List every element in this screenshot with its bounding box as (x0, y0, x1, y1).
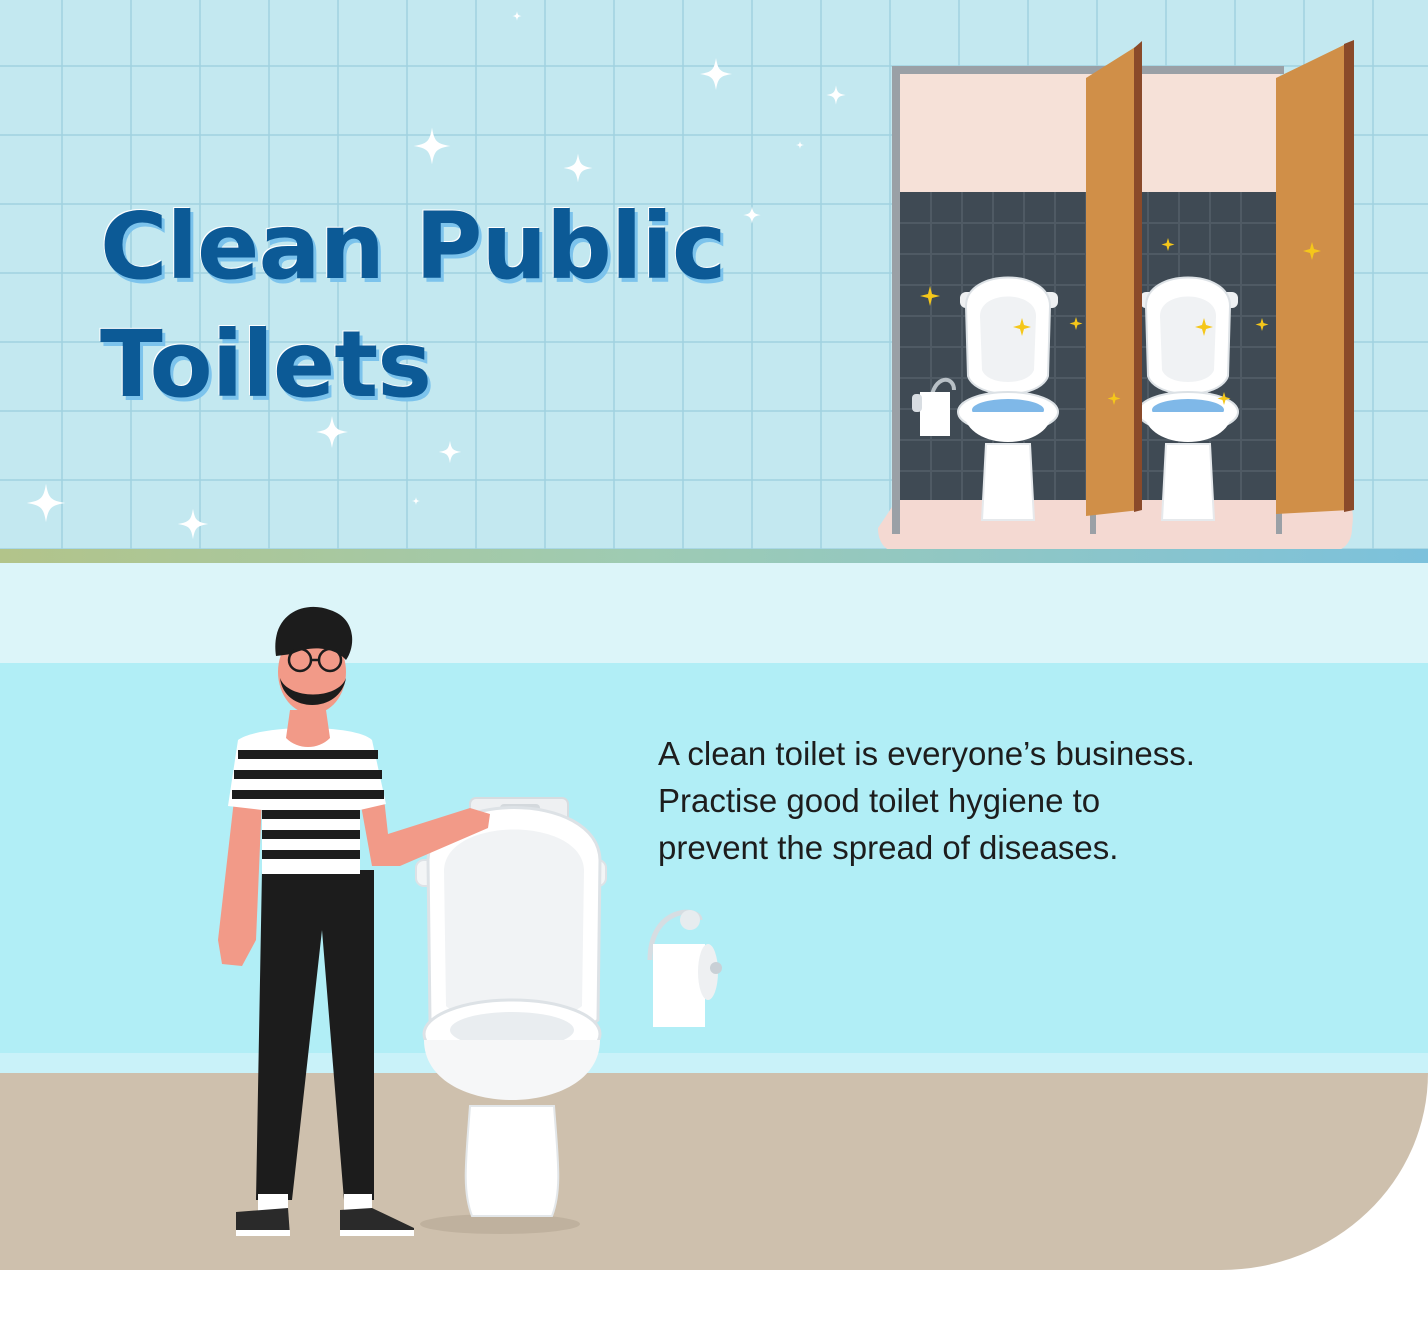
person-illustration (218, 606, 490, 1236)
sparkle-icon (177, 508, 209, 540)
sparkle-icon (412, 497, 420, 505)
person-with-toilet-illustration (218, 606, 722, 1236)
sparkle-icon (438, 440, 462, 464)
stall-door-icon (1086, 41, 1142, 516)
title-line-1: Clean Public (100, 193, 726, 300)
toilet-stalls-illustration (878, 40, 1354, 552)
toilet-paper-icon (647, 909, 722, 1027)
sparkle-icon (796, 141, 804, 149)
divider-stripe (0, 549, 1428, 563)
upper-wall (0, 563, 1428, 663)
message-line-3: prevent the spread of diseases. (658, 829, 1119, 866)
toilet-icon (415, 806, 607, 1217)
message-line-2: Practise good toilet hygiene to (658, 782, 1101, 819)
hygiene-message: A clean toilet is everyone’s business. P… (658, 730, 1358, 871)
sparkle-icon (700, 58, 732, 90)
stall-door-icon (1276, 40, 1354, 514)
sparkle-icon (512, 11, 522, 21)
toilet-icon (957, 276, 1059, 521)
hero-banner: Clean Public Toilets (0, 0, 1428, 552)
message-line-1: A clean toilet is everyone’s business. (658, 735, 1195, 772)
sparkle-icon (26, 483, 66, 523)
bathroom-floor (0, 1073, 1428, 1270)
sparkle-icon (563, 153, 593, 183)
sparkle-icon (743, 206, 761, 224)
sparkle-icon (826, 85, 846, 105)
page-title: Clean Public Toilets (100, 188, 726, 424)
toilet-paper-icon (912, 377, 956, 436)
title-line-2: Toilets (100, 311, 432, 418)
sparkle-icon (413, 127, 451, 165)
